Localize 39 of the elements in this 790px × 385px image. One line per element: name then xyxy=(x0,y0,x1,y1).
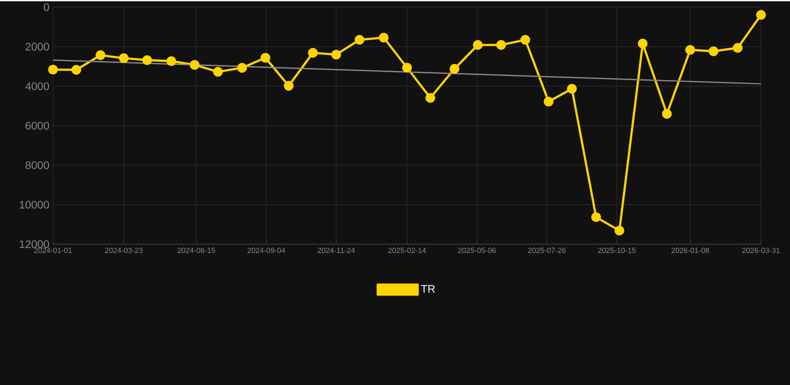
y-tick-label: 2000 xyxy=(26,42,50,50)
point xyxy=(614,226,624,236)
point xyxy=(354,34,364,45)
point xyxy=(544,96,554,106)
y-tick-label: 6000 xyxy=(26,122,50,130)
y-tick-label: 10000 xyxy=(20,200,50,208)
point xyxy=(591,212,601,222)
point xyxy=(71,64,82,75)
point xyxy=(166,56,176,66)
point xyxy=(237,62,247,73)
y-tick-label: 0 xyxy=(44,3,50,11)
point xyxy=(118,53,129,63)
point xyxy=(213,66,223,77)
point xyxy=(378,32,389,42)
y-tick-label: 12000 xyxy=(20,240,50,248)
point xyxy=(425,92,436,103)
y-tick-label: 4000 xyxy=(25,82,50,90)
point xyxy=(567,84,577,94)
point xyxy=(331,50,342,60)
point xyxy=(472,40,483,50)
point xyxy=(756,10,766,20)
point xyxy=(48,64,58,74)
point xyxy=(402,62,412,72)
point xyxy=(662,108,672,119)
point xyxy=(284,80,294,91)
point xyxy=(685,44,696,55)
point xyxy=(260,52,270,63)
point xyxy=(190,60,200,70)
point xyxy=(520,34,530,45)
point xyxy=(96,50,106,60)
point xyxy=(308,48,318,58)
point xyxy=(708,46,718,56)
point xyxy=(732,42,743,53)
point xyxy=(142,55,152,65)
point xyxy=(496,40,506,50)
point xyxy=(450,64,460,74)
y-tick-label: 8000 xyxy=(26,161,50,169)
legend-label: TR xyxy=(421,285,435,293)
point xyxy=(638,38,648,48)
